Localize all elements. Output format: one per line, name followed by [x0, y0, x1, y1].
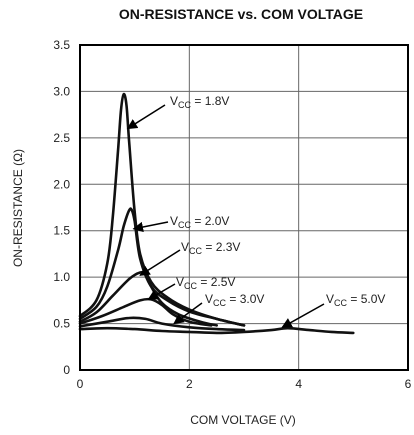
chart-title: ON-RESISTANCE vs. COM VOLTAGE — [119, 6, 363, 22]
annotation-vcc-3-0v: VCC = 3.0V — [205, 292, 264, 308]
series-line-vcc-2-0v — [78, 207, 246, 327]
x-tick-label: 4 — [295, 377, 302, 391]
grid — [80, 45, 408, 370]
annotation-suffix: = 2.5V — [197, 275, 235, 289]
annotation-suffix: = 2.0V — [191, 214, 229, 228]
annotation-vcc-2-3v: VCC = 2.3V — [181, 240, 240, 256]
y-axis-label: ON-RESISTANCE (Ω) — [11, 149, 25, 267]
annotation-arrow — [132, 221, 169, 233]
annotation-arrow — [147, 283, 176, 301]
annotation-prefix: V — [205, 292, 213, 306]
annotation-prefix: V — [170, 94, 178, 108]
annotation-prefix: V — [170, 214, 178, 228]
annotation-subscript: CC — [178, 220, 191, 230]
annotation-vcc-5-0v: VCC = 5.0V — [326, 292, 385, 308]
annotation-prefix: V — [176, 275, 184, 289]
annotation-arrow — [173, 302, 203, 325]
annotation-arrow — [139, 249, 181, 276]
annotation-subscript: CC — [178, 100, 191, 110]
x-tick-label: 2 — [186, 377, 193, 391]
x-tick-label: 6 — [405, 377, 412, 391]
y-tick-label: 2.5 — [53, 131, 70, 145]
annotation-suffix: = 1.8V — [191, 94, 229, 108]
y-tick-label: 0.5 — [53, 317, 70, 331]
annotation-suffix: = 5.0V — [347, 292, 385, 306]
x-axis-label: COM VOLTAGE (V) — [190, 413, 296, 427]
annotation-vcc-2-0v: VCC = 2.0V — [170, 214, 229, 230]
annotation-subscript: CC — [184, 281, 197, 291]
series-line-vcc-5-0v — [78, 326, 355, 335]
annotation-subscript: CC — [334, 298, 347, 308]
x-tick-label: 0 — [77, 377, 84, 391]
annotation-suffix: = 3.0V — [226, 292, 264, 306]
y-tick-label: 3.0 — [53, 84, 70, 98]
y-tick-label: 1.0 — [53, 270, 70, 284]
y-tick-label: 3.5 — [53, 38, 70, 52]
annotation-arrow — [281, 303, 325, 328]
plot-frame — [79, 44, 409, 371]
annotation-subscript: CC — [189, 246, 202, 256]
y-tick-label: 1.5 — [53, 224, 70, 238]
annotation-prefix: V — [326, 292, 334, 306]
y-tick-label: 0 — [63, 363, 70, 377]
annotation-arrow — [126, 104, 166, 130]
tick-labels: 0 2 4 6 0 0.5 1.0 1.5 2.0 2.5 3.0 3.5 — [53, 38, 411, 391]
annotation-prefix: V — [181, 240, 189, 254]
series-line-vcc-3-0v — [78, 316, 246, 332]
annotation-vcc-1-8v: VCC = 1.8V — [170, 94, 229, 110]
annotation-vcc-2-5v: VCC = 2.5V — [176, 275, 235, 291]
y-tick-label: 2.0 — [53, 177, 70, 191]
annotation-subscript: CC — [213, 298, 226, 308]
annotation-suffix: = 2.3V — [202, 240, 240, 254]
